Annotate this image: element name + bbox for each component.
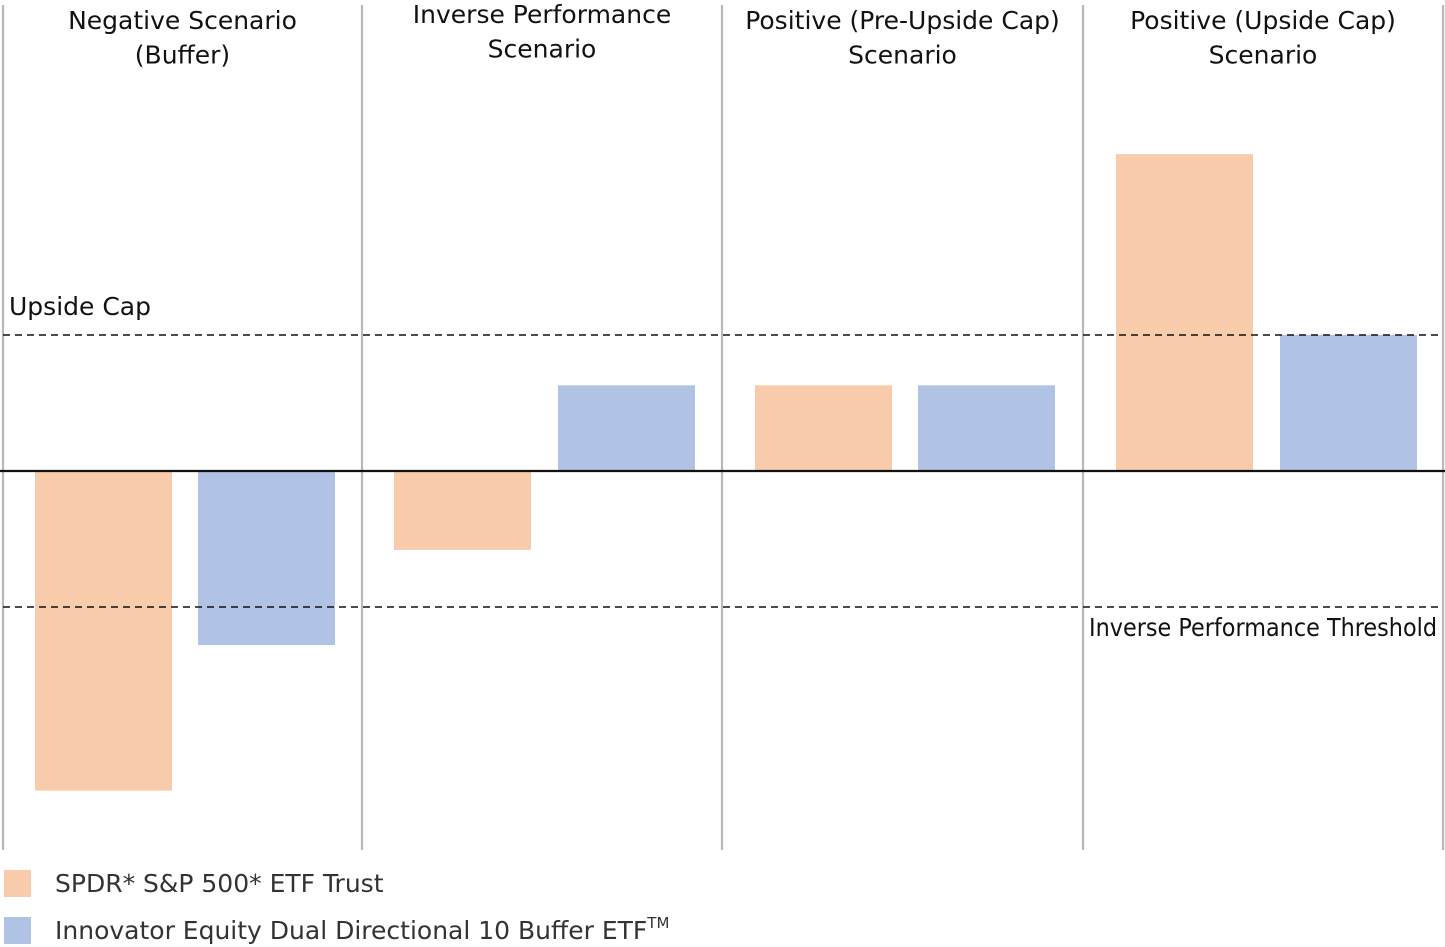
- scenario-dividers: [1, 5, 1445, 850]
- scenario-title-line: Negative Scenario: [68, 6, 297, 35]
- bar-negative-scenario-buffer-series-1: [35, 471, 172, 791]
- scenario-title-negative-scenario-buffer: Negative Scenario (Buffer): [68, 6, 297, 70]
- bar-inverse-performance-scenario-series-1: [394, 471, 531, 550]
- bars: [35, 154, 1417, 791]
- bar-positive-pre-upside-cap-scenario-series-1: [755, 385, 892, 471]
- scenario-title-positive-upside-cap-scenario: Positive (Upside Cap) Scenario: [1130, 6, 1396, 70]
- scenario-title-line: Scenario: [1209, 40, 1318, 69]
- legend-item-1: SPDR* S&P 500* ETF Trust: [4, 869, 384, 898]
- bar-negative-scenario-buffer-series-2: [198, 471, 335, 646]
- scenario-titles: Negative Scenario (Buffer) Inverse Perform…: [68, 0, 1396, 69]
- bar-positive-upside-cap-scenario-series-1: [1116, 154, 1253, 471]
- scenario-title-positive-pre-upside-cap-scenario: Positive (Pre-Upside Cap) Scenario: [745, 6, 1060, 70]
- ref-label-inverse-performance-threshold: Inverse Performance Threshold: [1089, 613, 1437, 642]
- scenario-title-line: Positive (Upside Cap): [1130, 6, 1396, 35]
- legend: SPDR* S&P 500* ETF Trust Innovator Equity…: [4, 869, 669, 945]
- scenario-title-line: (Buffer): [135, 40, 230, 69]
- legend-label: Innovator Equity Dual Directional 10 Buf…: [55, 914, 669, 945]
- scenario-title-inverse-performance-scenario: Inverse Performance Scenario: [413, 0, 671, 63]
- legend-swatch: [4, 917, 31, 944]
- bar-positive-upside-cap-scenario-series-2: [1280, 335, 1417, 471]
- legend-superscript: TM: [646, 914, 669, 932]
- reference-lines: Upside Cap Inverse Performance Threshold: [3, 292, 1443, 642]
- bar-inverse-performance-scenario-series-2: [558, 385, 695, 471]
- bar-positive-pre-upside-cap-scenario-series-2: [918, 385, 1055, 471]
- scenario-title-line: Positive (Pre-Upside Cap): [745, 6, 1060, 35]
- scenario-title-line: Inverse Performance: [413, 0, 671, 29]
- scenario-title-line: Scenario: [848, 40, 957, 69]
- legend-item-2: Innovator Equity Dual Directional 10 Buf…: [4, 914, 669, 945]
- legend-label: SPDR* S&P 500* ETF Trust: [55, 869, 384, 898]
- legend-swatch: [4, 870, 31, 897]
- ref-label-upside-cap: Upside Cap: [9, 292, 151, 321]
- scenario-title-line: Scenario: [488, 34, 597, 63]
